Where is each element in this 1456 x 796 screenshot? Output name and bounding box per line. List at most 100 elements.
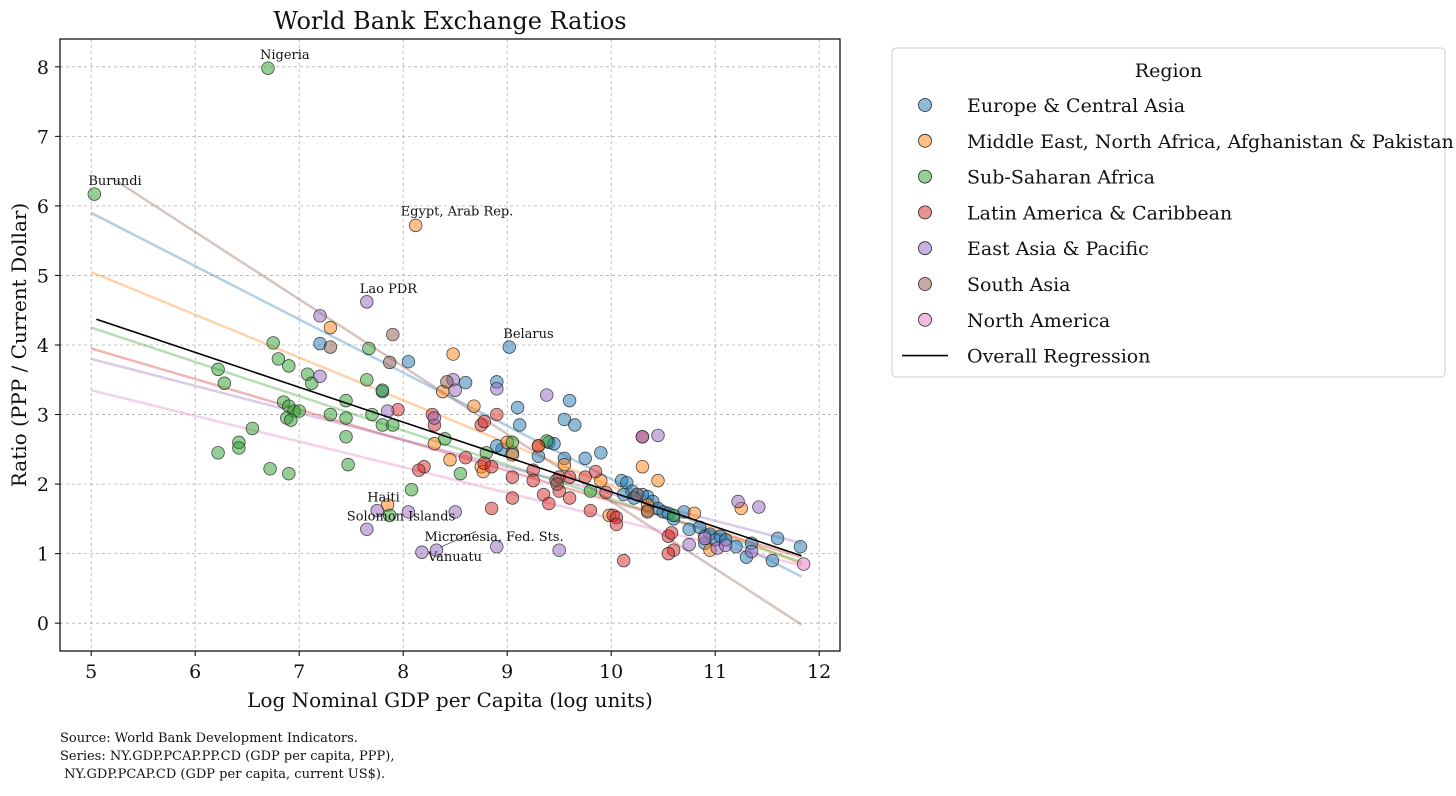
data-point [718,538,733,552]
legend-title: Region [1135,60,1202,82]
data-point [360,373,374,387]
annotation-label: Lao PDR [360,282,419,297]
data-point [510,400,525,415]
legend-label: South Asia [967,274,1070,296]
data-point [382,355,397,370]
legend-box [891,47,1446,378]
y-tick-label: 8 [37,57,49,79]
data-point [526,473,540,488]
overall-regression-line [96,318,802,557]
data-point [458,450,473,465]
data-point [594,446,608,460]
data-point [211,446,225,460]
data-point [284,413,298,427]
data-point [562,393,577,408]
data-point [490,382,504,396]
data-point [505,435,520,450]
data-point [583,503,598,518]
data-point [217,376,232,390]
data-point [401,505,416,519]
data-point [245,421,260,436]
data-point [313,309,327,323]
data-point [550,477,564,491]
data-point [616,553,631,568]
data-point [467,399,481,413]
y-tick-label: 2 [37,474,49,496]
data-point [453,466,468,481]
data-point [552,543,566,557]
annotation-label: Belarus [503,327,553,342]
x-tick-label: 6 [189,661,201,683]
data-point [87,187,102,201]
legend-marker [918,133,932,148]
data-point [490,407,504,422]
annotation-label: Haiti [367,491,400,506]
data-point [540,388,554,402]
data-point [682,537,696,552]
legend-marker [918,98,932,112]
legend-marker [918,277,932,291]
x-tick-label: 11 [703,661,727,683]
data-point [505,470,520,484]
data-point [752,500,766,514]
source-line: NY.GDP.PCAP.CD (GDP per capita, current … [60,767,386,782]
x-axis-label: Log Nominal GDP per Capita (log units) [247,688,653,712]
data-point [765,553,780,568]
data-point [211,362,225,377]
annotation-connector [440,531,477,548]
data-point [375,383,390,397]
legend-label: North America [967,310,1110,332]
data-point [446,347,460,361]
data-point [448,383,462,397]
data-point [502,340,516,354]
data-point [664,526,679,540]
legend-marker [918,205,932,220]
data-point [427,411,442,425]
y-tick-label: 1 [37,544,49,566]
data-point [661,546,676,561]
chart-title: World Bank Exchange Ratios [273,7,626,35]
legend-label: Overall Regression [967,346,1150,368]
data-point [339,411,353,425]
data-point [588,464,603,479]
data-point [731,494,745,509]
x-tick-label: 8 [397,661,409,683]
data-point [339,430,353,444]
legend-label: Latin America & Caribbean [967,202,1232,224]
data-point [448,505,462,519]
data-point [429,543,444,557]
data-point [323,320,338,335]
data-point [531,439,546,453]
data-point [477,414,492,429]
data-point [415,545,429,559]
data-point [770,531,785,546]
data-point [313,369,327,383]
data-point [568,418,582,432]
data-point [370,503,384,518]
data-point [698,531,712,546]
data-point [635,460,650,474]
data-point [266,336,280,350]
data-point [484,501,499,516]
data-point [578,451,592,466]
y-tick-label: 6 [37,196,49,218]
source-note: Source: World Bank Development Indicator… [60,730,394,784]
data-point [292,404,306,418]
data-point [360,295,374,309]
data-point [609,517,624,532]
data-point [408,218,423,233]
annotation-label: Nigeria [260,48,310,63]
data-point [404,482,419,497]
legend-label: Sub-Saharan Africa [967,167,1155,189]
data-point [490,539,504,554]
data-point [271,352,286,366]
data-point [562,491,577,505]
data-point [557,412,572,427]
data-point [401,354,416,369]
regression-line [90,347,802,559]
legend-marker [918,241,932,256]
data-point [542,496,556,511]
y-tick-label: 4 [37,335,49,357]
data-point [512,418,527,432]
